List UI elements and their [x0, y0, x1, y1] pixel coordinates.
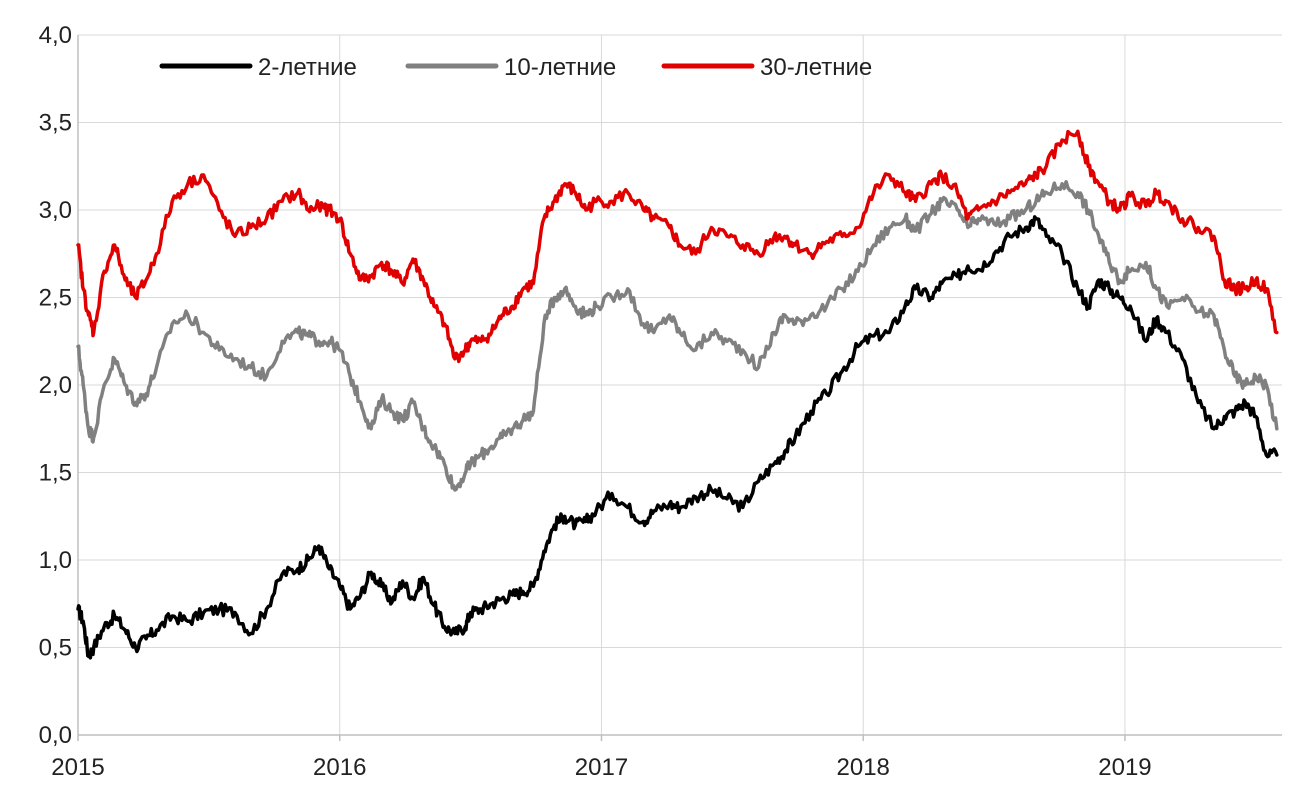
y-tick-label: 3,5	[39, 110, 72, 137]
series-layer	[76, 129, 1279, 660]
y-tick-label: 0,5	[39, 635, 72, 662]
y-tick-label: 3,0	[39, 197, 72, 224]
y-tick-label: 1,0	[39, 547, 72, 574]
series-line-2	[76, 180, 1279, 492]
legend-label: 10-летние	[504, 54, 616, 81]
legend-label: 2-летние	[258, 54, 357, 81]
x-tick-label: 2016	[313, 754, 366, 781]
series-line-3	[76, 129, 1279, 364]
x-tick-label: 2019	[1098, 754, 1151, 781]
grid-layer	[77, 34, 1282, 736]
series-line-1	[76, 215, 1279, 660]
axis-layer: 0,0 0,5 1,0 1,5 2,0 2,5 3,0 3,5 4,0 2015 2016 2017 2…	[39, 22, 1282, 781]
x-tick-label: 2017	[575, 754, 628, 781]
y-tick-label: 0,0	[39, 722, 72, 749]
legend: 2-летние 10-летние 30-летние	[159, 54, 872, 81]
y-tick-label: 1,5	[39, 460, 72, 487]
x-tick-label: 2015	[51, 754, 104, 781]
y-tick-label: 4,0	[39, 22, 72, 49]
y-tick-label: 2,5	[39, 285, 72, 312]
y-tick-label: 2,0	[39, 372, 72, 399]
legend-label: 30-летние	[760, 54, 872, 81]
x-tick-label: 2018	[837, 754, 890, 781]
